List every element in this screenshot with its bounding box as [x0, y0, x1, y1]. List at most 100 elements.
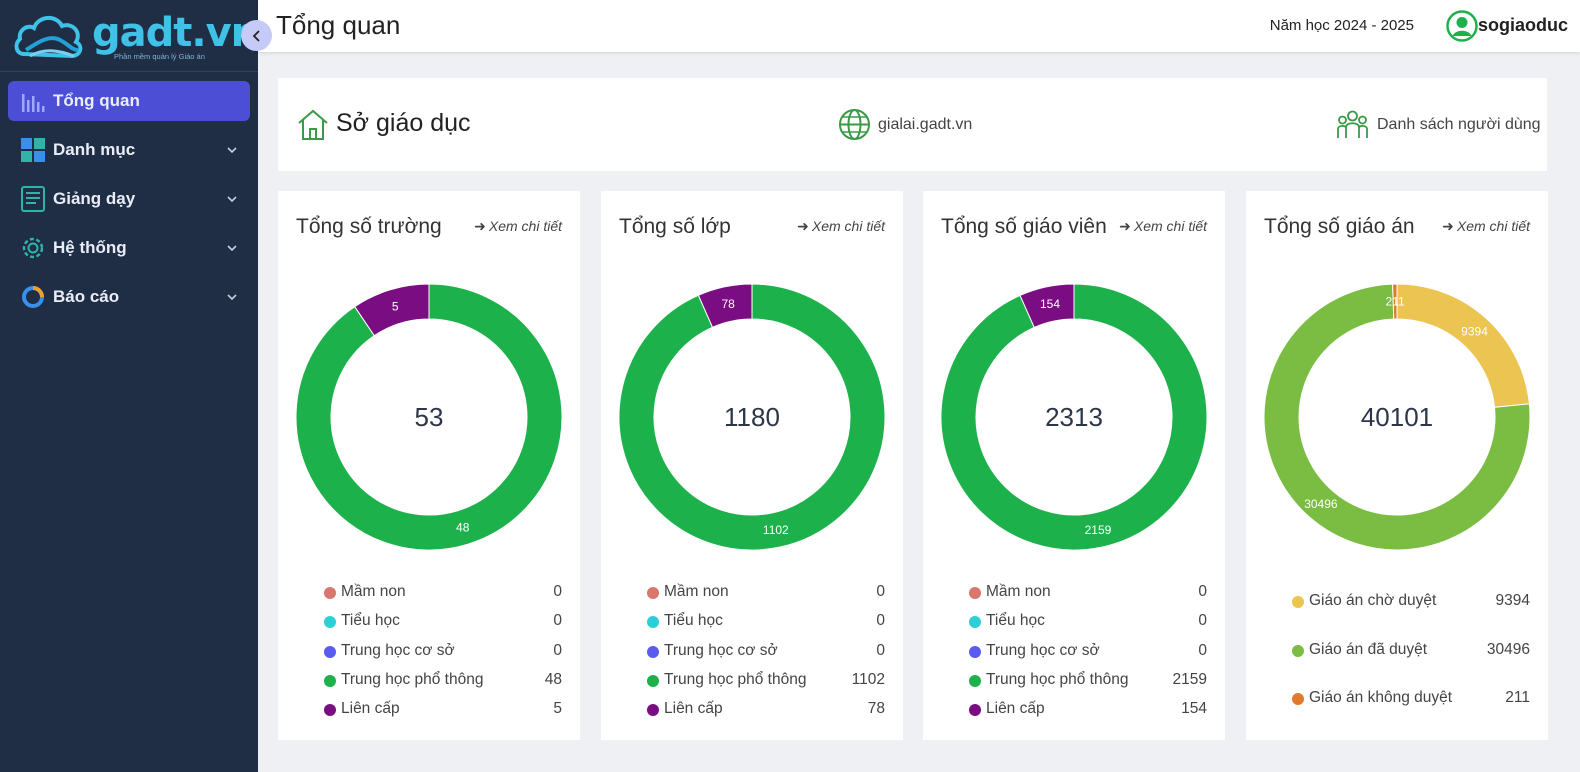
legend-swatch [969, 616, 981, 629]
stat-card-schools: Tổng số trường ➜ Xem chi tiết 5 48 53 Mầm n… [278, 191, 580, 740]
donut-slice[interactable] [1396, 284, 1530, 408]
legend-item[interactable]: Tiểu học 0 [969, 612, 1207, 632]
donut-chart: 78 1102 1180 [619, 284, 885, 550]
legend-swatch [647, 645, 659, 658]
card-title: Tổng số trường [296, 215, 442, 238]
view-details-label: Xem chi tiết [1133, 218, 1207, 234]
donut-chart: 5 48 53 [296, 284, 562, 550]
legend-label: Trung học phổ thông [664, 670, 807, 688]
card-title: Tổng số giáo viên [941, 215, 1107, 238]
donut-chart: 9394 30496 211 40101 [1264, 284, 1530, 550]
legend-value: 2159 [1172, 670, 1207, 688]
sidebar-item-label: Danh mục [53, 140, 136, 159]
view-details-link[interactable]: ➜ Xem chi tiết [1442, 218, 1530, 235]
legend-label: Mầm non [341, 583, 406, 600]
legend-item[interactable]: Giáo án chờ duyệt 9394 [1292, 592, 1530, 612]
legend-value: 0 [553, 583, 562, 600]
legend-swatch [969, 587, 981, 599]
legend-item[interactable]: Giáo án đã duyệt 30496 [1292, 641, 1530, 661]
legend-item[interactable]: Trung học phổ thông 48 [324, 671, 562, 691]
legend-value: 211 [1505, 689, 1530, 706]
view-details-link[interactable]: ➜ Xem chi tiết [474, 218, 562, 235]
legend-item[interactable]: Trung học cơ sở 0 [969, 642, 1207, 662]
legend-swatch [647, 674, 659, 687]
legend-value: 0 [876, 583, 885, 600]
donut-center-total: 1180 [724, 402, 780, 432]
card-title: Tổng số lớp [619, 215, 731, 238]
home-icon [298, 109, 328, 140]
view-details-label: Xem chi tiết [1456, 218, 1530, 234]
legend-item[interactable]: Trung học phổ thông 1102 [647, 671, 885, 691]
legend-item[interactable]: Liên cấp 154 [969, 700, 1207, 720]
website-link[interactable]: gialai.gadt.vn [878, 116, 973, 133]
topbar: Tổng quan Năm học 2024 - 2025 sogiaoduc [258, 0, 1580, 52]
legend-item[interactable]: Mầm non 0 [324, 583, 562, 603]
legend-label: Liên cấp [341, 700, 400, 718]
slice-value-label: 78 [722, 297, 736, 311]
slice-value-label: 30496 [1304, 497, 1338, 511]
stat-card-lesson-plans: Tổng số giáo án ➜ Xem chi tiết 9394 30496 2… [1246, 191, 1548, 740]
collapse-sidebar-button[interactable] [241, 20, 272, 51]
legend-item[interactable]: Trung học cơ sở 0 [324, 642, 562, 662]
globe-icon [839, 109, 870, 140]
user-list-link[interactable]: Danh sách người dùng [1377, 116, 1541, 133]
legend-value: 0 [1198, 641, 1207, 659]
legend-label: Trung học phổ thông [341, 670, 484, 688]
legend-label: Liên cấp [986, 700, 1045, 718]
donut-slice[interactable] [1392, 284, 1398, 320]
sidebar-item-he-thong[interactable]: Hệ thống [8, 228, 250, 268]
chevron-down-icon [227, 196, 237, 203]
legend-swatch [647, 616, 659, 629]
legend-swatch [1292, 693, 1304, 705]
legend-item[interactable]: Giáo án không duyệt 211 [1292, 689, 1530, 709]
document-icon [19, 185, 47, 213]
legend-value: 5 [553, 700, 562, 718]
legend-item[interactable]: Mầm non 0 [969, 583, 1207, 603]
donut-chart: 154 2159 2313 [941, 284, 1207, 550]
legend-item[interactable]: Mầm non 0 [647, 583, 885, 603]
sidebar-item-label: Báo cáo [53, 287, 120, 306]
sidebar-item-danh-muc[interactable]: Danh mục [8, 130, 250, 170]
card-title: Tổng số giáo án [1264, 215, 1415, 238]
sidebar-divider [0, 71, 258, 72]
legend-item[interactable]: Liên cấp 5 [324, 700, 562, 720]
donut-slice[interactable] [941, 284, 1207, 550]
legend-item[interactable]: Trung học cơ sở 0 [647, 642, 885, 662]
school-year-selector[interactable]: Năm học 2024 - 2025 [1269, 17, 1414, 34]
legend-item[interactable]: Liên cấp 78 [647, 700, 885, 720]
sidebar-item-giang-day[interactable]: Giảng dạy [8, 179, 250, 219]
legend-swatch [324, 674, 336, 687]
username[interactable]: sogiaoduc [1477, 15, 1568, 35]
legend-swatch [1292, 644, 1304, 657]
sidebar-item-label: Tổng quan [53, 91, 140, 110]
legend-swatch [324, 704, 336, 717]
legend-label: Tiểu học [986, 612, 1045, 630]
view-details-label: Xem chi tiết [488, 218, 562, 234]
legend-label: Mầm non [664, 583, 729, 600]
app-logo[interactable]: gadt.vn Phần mềm quản lý Giáo án [14, 8, 259, 64]
sidebar-item-bao-cao[interactable]: Báo cáo [8, 277, 250, 317]
legend-item[interactable]: Tiểu học 0 [324, 612, 562, 632]
legend-item[interactable]: Tiểu học 0 [647, 612, 885, 632]
view-details-link[interactable]: ➜ Xem chi tiết [797, 218, 885, 235]
donut-slice[interactable] [296, 284, 562, 550]
slice-value-label: 2159 [1085, 523, 1112, 537]
legend-value: 154 [1181, 700, 1207, 718]
legend-value: 0 [553, 612, 562, 630]
legend-swatch [647, 704, 659, 717]
users-group-icon [1337, 110, 1368, 138]
sidebar-item-tong-quan[interactable]: Tổng quan [8, 81, 250, 121]
legend-label: Giáo án chờ duyệt [1309, 592, 1437, 609]
donut-slice[interactable] [619, 284, 885, 550]
legend-item[interactable]: Trung học phổ thông 2159 [969, 671, 1207, 691]
user-avatar-icon[interactable] [1446, 10, 1478, 42]
arrow-right-icon: ➜ [797, 218, 809, 234]
donut-center-total: 53 [415, 402, 444, 432]
chevron-down-icon [227, 245, 237, 252]
slice-value-label: 5 [392, 300, 399, 314]
view-details-link[interactable]: ➜ Xem chi tiết [1119, 218, 1207, 235]
view-details-label: Xem chi tiết [811, 218, 885, 234]
logo-tagline: Phần mềm quản lý Giáo án [114, 52, 205, 61]
stat-card-teachers: Tổng số giáo viên ➜ Xem chi tiết 154 2159 2… [923, 191, 1225, 740]
donut-slice[interactable] [1264, 284, 1530, 550]
